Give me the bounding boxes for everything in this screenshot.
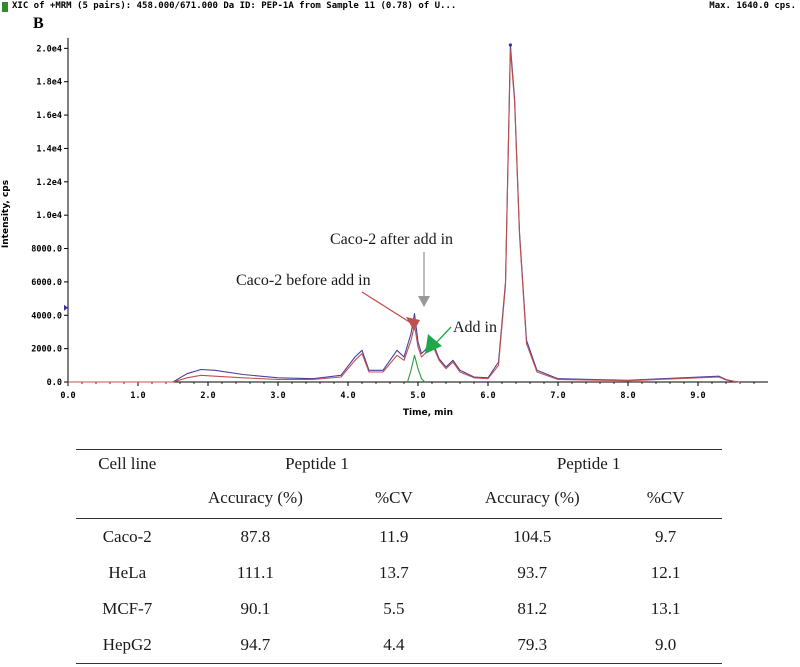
apex-marker [508, 43, 512, 47]
x-tick-label: 3.0 [270, 391, 285, 401]
annotation-before-add-in: Caco-2 before add in [236, 272, 371, 289]
series-line-0 [68, 44, 741, 383]
y-tick-label: 1.6e4 [36, 111, 62, 121]
results-table: Cell line Peptide 1 Peptide 1 Accuracy (… [76, 449, 722, 664]
trace-color-marker [2, 2, 8, 12]
annotation-after-add-in-arrowhead [418, 296, 430, 307]
table-row: HepG2 94.7 4.4 79.3 9.0 [76, 627, 722, 664]
table-cell: 79.3 [455, 627, 610, 664]
table-cell: 87.8 [240, 527, 271, 546]
table-cell: 111.1 [236, 563, 274, 582]
x-tick-label: 9.0 [690, 391, 705, 401]
cell-line-name: HepG2 [76, 627, 179, 664]
table-cell: 104.5 [513, 527, 552, 546]
table-row: MCF-7 90.1 5.5 81.2 13.1 [76, 591, 722, 627]
annotation-add-in-arrow-shaft [435, 326, 452, 344]
max-intensity-label: Max. 1640.0 cps. [709, 1, 796, 11]
y-tick-label: 4000.0 [31, 311, 62, 321]
y-tick-label: 1.8e4 [36, 78, 62, 88]
x-tick-label: 2.0 [200, 391, 215, 401]
panel-letter: B [33, 15, 44, 32]
chart-traces [64, 43, 741, 383]
x-tick-label: 0.0 [60, 391, 75, 401]
y-tick-label: 2.0e4 [36, 44, 62, 54]
cell-line-name: HeLa [108, 563, 147, 582]
table-cell: 94.7 [178, 627, 333, 664]
subheader-cell: %CV [609, 478, 722, 519]
y-cursor-marker [64, 304, 68, 311]
table-cell: 5.5 [383, 599, 405, 618]
annotation-add-in: Add in [453, 319, 497, 336]
table-cell: 93.7 [517, 563, 548, 582]
y-tick-label: 0.0 [47, 378, 62, 388]
series-line-2 [406, 354, 426, 383]
annotation-before-add-in-arrowhead [406, 317, 420, 331]
cell-line-header: Cell line [76, 449, 179, 478]
cell-line-name: Caco-2 [102, 527, 152, 546]
table-cell: 11.9 [379, 527, 409, 546]
cell-line-name: MCF-7 [102, 599, 153, 618]
y-tick-label: 1.2e4 [36, 178, 62, 188]
annotation-add-in-arrowhead [425, 334, 442, 354]
y-tick-label: 6000.0 [31, 278, 62, 288]
x-tick-label: 4.0 [340, 391, 355, 401]
group-header: Peptide 1 [178, 449, 456, 478]
series-line-1 [68, 49, 741, 383]
annotation-before-add-in-arrow-shaft [361, 291, 412, 324]
table-row: HeLa 111.1 13.7 93.7 12.1 [76, 555, 722, 591]
table-cell: 12.1 [650, 563, 681, 582]
table-cell: 9.7 [654, 527, 677, 546]
table-header-row: Cell line Peptide 1 Peptide 1 [76, 449, 722, 478]
empty-header-cell [76, 478, 179, 519]
y-axis-title: Intensity, cps [1, 180, 11, 248]
chromatogram-chart: 0.0 2000.0 4000.0 6000.0 8000.0 1.0e4 1.2e4 1.4… [1, 38, 768, 418]
chart-annotations: Caco-2 after add in Caco-2 before add in A… [236, 231, 497, 354]
y-tick-label: 1.0e4 [36, 211, 62, 221]
table-cell: 9.0 [609, 627, 722, 664]
table-cell: 13.7 [378, 563, 409, 582]
table-cell: 90.1 [240, 599, 271, 618]
y-tick-label: 8000.0 [31, 245, 62, 255]
subheader-cell: Accuracy (%) [178, 478, 333, 519]
chromatogram-title: XIC of +MRM (5 pairs): 458.000/671.000 D… [12, 1, 457, 11]
group-header: Peptide 1 [455, 449, 722, 478]
annotation-after-add-in: Caco-2 after add in [330, 231, 453, 248]
x-tick-label: 5.0 [410, 391, 425, 401]
table-subheader-row: Accuracy (%) %CV Accuracy (%) %CV [76, 478, 722, 519]
subheader-cell: %CV [332, 478, 456, 519]
x-tick-label: 7.0 [550, 391, 565, 401]
chart-axes: 0.0 2000.0 4000.0 6000.0 8000.0 1.0e4 1.2e4 1.4… [31, 38, 768, 401]
table-cell: 4.4 [332, 627, 456, 664]
x-tick-label: 8.0 [620, 391, 635, 401]
table-row: Caco-2 87.8 11.9 104.5 9.7 [76, 519, 722, 556]
x-tick-label: 1.0 [130, 391, 145, 401]
y-tick-label: 1.4e4 [36, 144, 62, 154]
x-axis-title: Time, min [403, 408, 453, 418]
y-tick-label: 2000.0 [31, 345, 62, 355]
subheader-cell: Accuracy (%) [455, 478, 610, 519]
chromatogram-header: XIC of +MRM (5 pairs): 458.000/671.000 D… [0, 0, 800, 16]
table-cell: 13.1 [650, 599, 681, 618]
table-cell: 81.2 [517, 599, 548, 618]
x-tick-label: 6.0 [480, 391, 495, 401]
